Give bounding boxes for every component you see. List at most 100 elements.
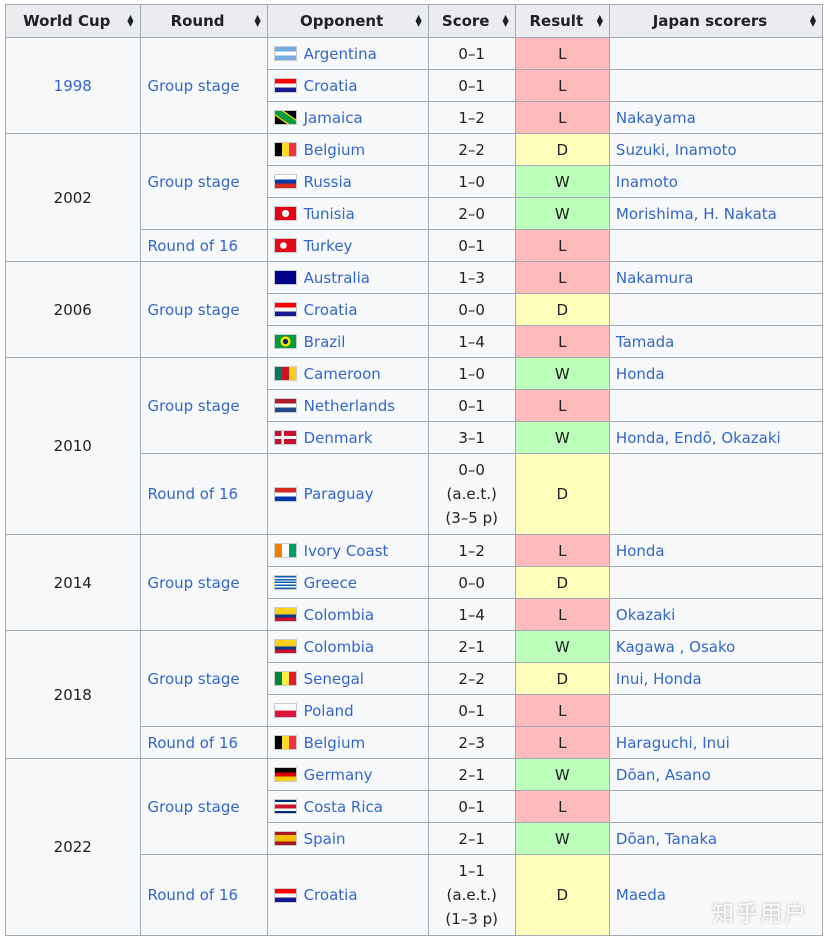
column-header-1[interactable]: Round ▲ ▼: [139, 4, 268, 38]
result-cell: D: [514, 566, 610, 599]
opponent-link[interactable]: Turkey: [303, 236, 353, 255]
score-line: (1–3 p): [445, 910, 498, 928]
round-link[interactable]: Group stage: [147, 396, 240, 415]
world-cup-year-link[interactable]: 2014: [53, 573, 92, 592]
round-cell[interactable]: Group stage: [139, 133, 268, 230]
round-link[interactable]: Group stage: [147, 669, 240, 688]
world-cup-year-link[interactable]: 2006: [53, 300, 92, 319]
column-header-label: Result: [529, 12, 584, 30]
opponent-link[interactable]: Belgium: [303, 140, 366, 159]
world-cup-year-link[interactable]: 2002: [53, 188, 92, 207]
score-line: (3–5 p): [445, 509, 498, 527]
world-cup-year-link[interactable]: 2010: [53, 437, 92, 455]
opponent-cell: Netherlands: [266, 389, 429, 422]
round-cell[interactable]: Round of 16: [139, 726, 268, 759]
score-cell: 1–4: [427, 325, 516, 358]
opponent-link[interactable]: Poland: [303, 701, 354, 720]
column-header-3[interactable]: Score ▲ ▼: [427, 4, 516, 38]
opponent-link[interactable]: Germany: [303, 765, 373, 784]
opponent-link[interactable]: Denmark: [303, 428, 373, 447]
opponent-link[interactable]: Senegal: [303, 669, 364, 688]
table-row: Tunisia 2–0 W Morishima, H. Nakata: [6, 197, 824, 230]
round-cell[interactable]: Round of 16: [139, 453, 268, 535]
spain-flag-icon: [273, 831, 297, 846]
senegal-flag-icon: [273, 671, 297, 686]
score-cell: 2–3: [427, 726, 516, 759]
jamaica-flag-icon: [273, 110, 297, 125]
opponent-link[interactable]: Australia: [303, 268, 370, 287]
round-link[interactable]: Group stage: [147, 76, 240, 95]
score-line: (a.e.t.): [446, 886, 497, 904]
opponent-link[interactable]: Belgium: [303, 733, 366, 752]
round-cell[interactable]: Group stage: [139, 37, 268, 134]
round-cell[interactable]: Group stage: [139, 630, 268, 727]
round-link[interactable]: Group stage: [147, 172, 240, 191]
sort-icon[interactable]: ▲ ▼: [502, 13, 509, 28]
world-cup-year-cell: 2006: [5, 261, 141, 358]
column-header-0[interactable]: World Cup ▲ ▼: [5, 4, 141, 38]
score-line: 0–0: [458, 573, 485, 592]
sort-icon[interactable]: ▲ ▼: [809, 13, 816, 28]
table-row: Greece 0–0 D: [6, 566, 824, 599]
sort-icon[interactable]: ▲ ▼: [254, 13, 261, 28]
opponent-link[interactable]: Jamaica: [303, 108, 363, 127]
score-line: (a.e.t.): [446, 485, 497, 503]
opponent-link[interactable]: Croatia: [303, 886, 358, 904]
round-link[interactable]: Round of 16: [147, 886, 239, 904]
round-cell[interactable]: Group stage: [139, 758, 268, 855]
opponent-link[interactable]: Croatia: [303, 300, 358, 319]
table-row: Senegal 2–2 D Inui, Honda: [6, 662, 824, 695]
score-cell: 2–1: [427, 758, 516, 791]
opponent-link[interactable]: Russia: [303, 172, 352, 191]
round-cell[interactable]: Group stage: [139, 261, 268, 358]
opponent-link[interactable]: Paraguay: [303, 485, 374, 503]
round-cell[interactable]: Group stage: [139, 534, 268, 631]
result-cell: L: [514, 69, 610, 102]
opponent-link[interactable]: Brazil: [303, 332, 346, 351]
column-header-5[interactable]: Japan scorers ▲ ▼: [608, 4, 824, 38]
round-cell[interactable]: Round of 16: [139, 229, 268, 262]
opponent-link[interactable]: Costa Rica: [303, 797, 383, 816]
score-line: 2–0: [458, 204, 485, 223]
world-cup-year-link[interactable]: 1998: [53, 76, 92, 95]
paraguay-flag-icon: [273, 486, 297, 502]
watermark: 知乎用户: [711, 902, 808, 927]
column-header-4[interactable]: Result ▲ ▼: [514, 4, 610, 38]
opponent-link[interactable]: Cameroon: [303, 364, 381, 383]
belgium-flag-icon: [273, 142, 297, 157]
opponent-link[interactable]: Colombia: [303, 605, 375, 624]
round-link[interactable]: Group stage: [147, 797, 240, 816]
round-link[interactable]: Round of 16: [147, 485, 239, 503]
round-cell[interactable]: Round of 16: [139, 854, 268, 936]
opponent-wrap: Argentina: [273, 44, 422, 63]
world-cup-year-cell: 2014: [5, 534, 141, 631]
world-cup-year-link[interactable]: 2018: [53, 685, 92, 704]
opponent-link[interactable]: Argentina: [303, 44, 377, 63]
round-link[interactable]: Round of 16: [147, 236, 239, 255]
opponent-cell: Belgium: [266, 133, 429, 166]
opponent-link[interactable]: Netherlands: [303, 396, 396, 415]
opponent-link[interactable]: Spain: [303, 829, 346, 848]
round-link[interactable]: Group stage: [147, 300, 240, 319]
score-cell: 0–1: [427, 229, 516, 262]
opponent-link[interactable]: Greece: [303, 573, 358, 592]
opponent-link[interactable]: Tunisia: [303, 204, 355, 223]
opponent-cell: Paraguay: [266, 453, 429, 535]
opponent-link[interactable]: Croatia: [303, 76, 358, 95]
score-cell: 2–2: [427, 133, 516, 166]
sort-icon[interactable]: ▲ ▼: [415, 13, 422, 28]
result-cell: W: [514, 357, 610, 390]
column-header-2[interactable]: Opponent ▲ ▼: [266, 4, 429, 38]
sort-icon[interactable]: ▲ ▼: [596, 13, 603, 28]
round-link[interactable]: Group stage: [147, 573, 240, 592]
round-cell[interactable]: Group stage: [139, 357, 268, 454]
japan-scorers-cell: [608, 389, 824, 422]
world-cup-year-link[interactable]: 2022: [53, 838, 92, 856]
opponent-link[interactable]: Ivory Coast: [303, 541, 389, 560]
opponent-link[interactable]: Colombia: [303, 637, 375, 656]
round-link[interactable]: Round of 16: [147, 733, 239, 752]
sort-icon[interactable]: ▲ ▼: [127, 13, 134, 28]
croatia-flag-icon: [273, 887, 297, 903]
opponent-cell: Belgium: [266, 726, 429, 759]
japan-scorers-cell: Kagawa , Osako: [608, 630, 824, 663]
